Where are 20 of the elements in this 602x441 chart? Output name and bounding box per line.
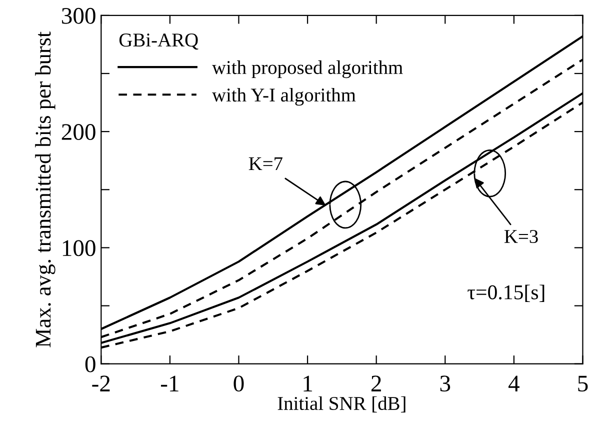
legend-label: with proposed algorithm <box>212 60 403 78</box>
x-tick-label: 4 <box>508 376 520 392</box>
x-tick-label: -1 <box>160 376 178 392</box>
legend-title: GBi-ARQ <box>119 34 198 50</box>
y-tick-label: 100 <box>62 240 96 256</box>
y-tick-label: 0 <box>85 356 96 372</box>
x-axis-title: Initial SNR [dB] <box>278 396 406 412</box>
annotation: K=3 <box>504 230 538 244</box>
x-tick-label: 5 <box>578 376 588 392</box>
y-axis-title: Max. avg. transmitted bits per burst <box>35 31 56 348</box>
x-tick-label: 0 <box>234 376 244 392</box>
y-tick-label: 300 <box>62 8 96 24</box>
x-tick-label: -2 <box>92 376 110 392</box>
x-tick-label: 1 <box>304 376 312 392</box>
legend-label: with Y-I algorithm <box>212 88 356 106</box>
y-tick-label: 200 <box>62 124 96 140</box>
annotation: K=7 <box>248 157 282 170</box>
x-tick-label: 2 <box>371 376 381 392</box>
x-tick-label: 3 <box>440 376 450 392</box>
annotation: τ=0.15[s] <box>468 284 544 302</box>
